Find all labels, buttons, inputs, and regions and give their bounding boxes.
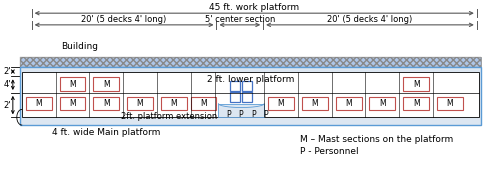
Text: 45 ft. work platform: 45 ft. work platform: [209, 3, 300, 12]
Text: M: M: [69, 80, 76, 89]
Bar: [20, 57, 480, 67]
Text: M: M: [312, 99, 318, 108]
Bar: [127, 97, 153, 110]
Text: P - Personnel: P - Personnel: [300, 147, 358, 156]
Text: 4': 4': [4, 80, 11, 89]
Bar: [60, 97, 86, 110]
Text: 5' center section: 5' center section: [204, 15, 275, 24]
Bar: [242, 92, 252, 102]
Text: M: M: [69, 99, 76, 108]
Text: P: P: [238, 110, 242, 119]
Bar: [218, 104, 264, 117]
Bar: [60, 77, 86, 91]
Text: 4 ft. wide Main platform: 4 ft. wide Main platform: [52, 128, 160, 137]
Bar: [94, 77, 119, 91]
Text: 2 ft. lower platform: 2 ft. lower platform: [206, 75, 294, 84]
Text: M – Mast sections on the platform: M – Mast sections on the platform: [300, 135, 453, 144]
Bar: [230, 92, 240, 102]
Bar: [20, 67, 480, 125]
Text: M: M: [346, 99, 352, 108]
Bar: [94, 97, 119, 110]
Bar: [336, 97, 361, 110]
Text: M: M: [170, 99, 177, 108]
Bar: [22, 72, 478, 117]
Bar: [370, 97, 396, 110]
Text: M: M: [200, 99, 207, 108]
Text: M: M: [36, 99, 42, 108]
Bar: [403, 77, 429, 91]
Bar: [230, 81, 240, 91]
Bar: [403, 97, 429, 110]
Text: 2': 2': [4, 101, 11, 110]
Bar: [437, 97, 463, 110]
Bar: [302, 97, 328, 110]
Text: 20' (5 decks 4' long): 20' (5 decks 4' long): [328, 15, 412, 24]
Text: P: P: [263, 110, 268, 119]
Text: M: M: [103, 99, 110, 108]
Bar: [26, 97, 52, 110]
Text: M: M: [136, 99, 143, 108]
Text: M: M: [446, 99, 453, 108]
Text: 2': 2': [4, 67, 11, 76]
Text: Building: Building: [62, 42, 98, 51]
Bar: [190, 97, 216, 110]
Text: M: M: [278, 99, 284, 108]
Text: 20' (5 decks 4' long): 20' (5 decks 4' long): [82, 15, 166, 24]
Text: M: M: [413, 80, 420, 89]
Bar: [242, 81, 252, 91]
Text: M: M: [379, 99, 386, 108]
Bar: [161, 97, 186, 110]
Text: M: M: [103, 80, 110, 89]
Text: P: P: [251, 110, 256, 119]
Text: 2ft. platform extension: 2ft. platform extension: [121, 112, 218, 121]
Text: P: P: [226, 110, 230, 119]
Bar: [268, 97, 294, 110]
Text: M: M: [413, 99, 420, 108]
Bar: [20, 57, 480, 67]
